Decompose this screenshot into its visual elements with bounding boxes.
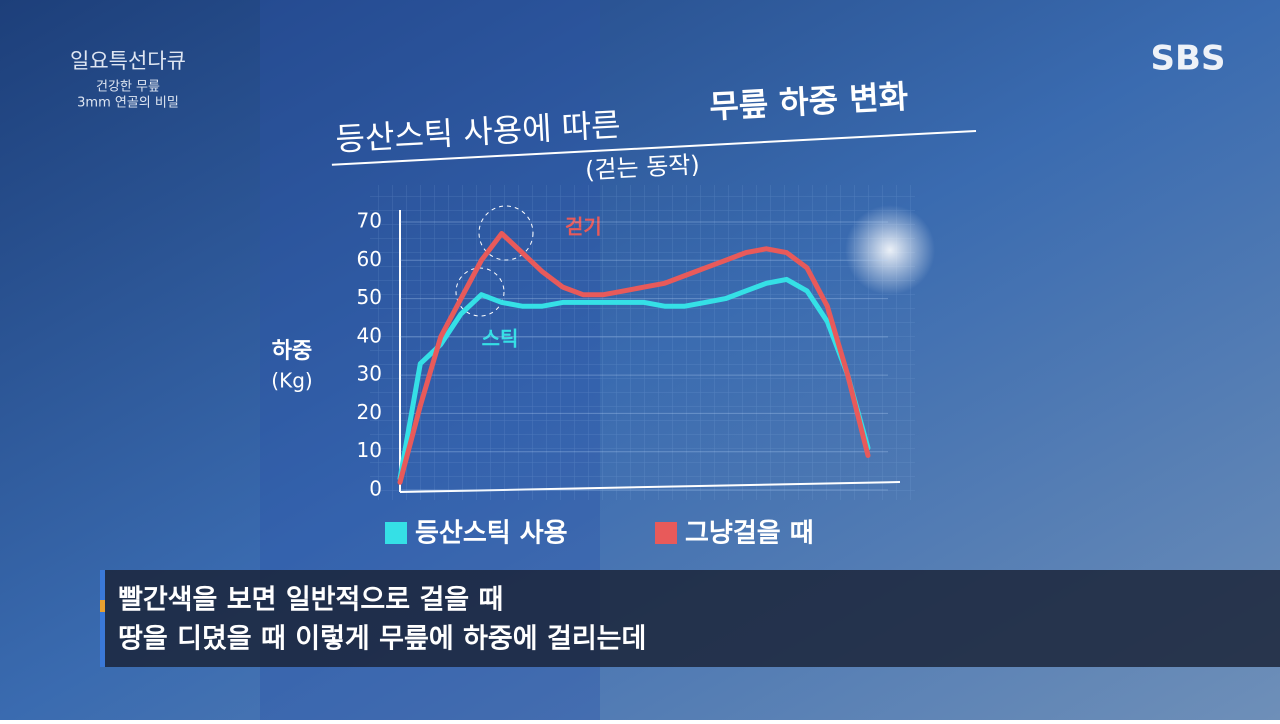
data-line [397,276,871,481]
y-tick-label: 60 [357,247,382,271]
y-tick-label: 50 [357,285,382,309]
y-tick-label: 70 [357,209,382,233]
caption-box [100,570,1280,667]
legend-label: 등산스틱 사용 [415,519,568,549]
x-axis [399,481,901,493]
y-axis-unit: (Kg) [271,369,312,393]
light-flare [845,205,935,295]
caption: 빨간색을 보면 일반적으로 걸을 때 [118,585,503,616]
legend-swatch [655,522,677,544]
logo: SBS [1151,39,1226,79]
data-line [397,231,871,485]
highlight-circle [478,205,534,261]
caption-accent [100,570,105,667]
grid-texture [370,185,915,500]
y-tick-label: 40 [357,323,382,347]
y-tick-label: 30 [357,362,382,386]
y-axis-title: 하중 [272,339,312,364]
y-tick-label: 10 [357,438,382,462]
program-title: 일요특선다큐 [70,49,186,73]
legend-swatch [385,522,407,544]
episode-title: 건강한 무릎 [96,80,160,95]
episode-title: 3mm 연골의 비밀 [77,96,179,111]
caption: 땅을 디뎠을 때 이렇게 무릎에 하중에 걸리는데 [118,624,646,655]
chart-subtitle: (걷는 동작) [584,150,700,184]
annotation: 걷기 [565,215,602,239]
caption-accent [100,600,105,612]
y-tick-label: 0 [369,477,382,501]
title-group: 등산스틱 사용에 따른 무릎 하중 변화 (걷는 동작) [331,77,977,184]
legend-label: 그냥걸을 때 [685,519,814,549]
annotation: 스틱 [482,327,519,351]
y-tick-label: 20 [357,400,382,424]
title-underline [331,129,977,166]
